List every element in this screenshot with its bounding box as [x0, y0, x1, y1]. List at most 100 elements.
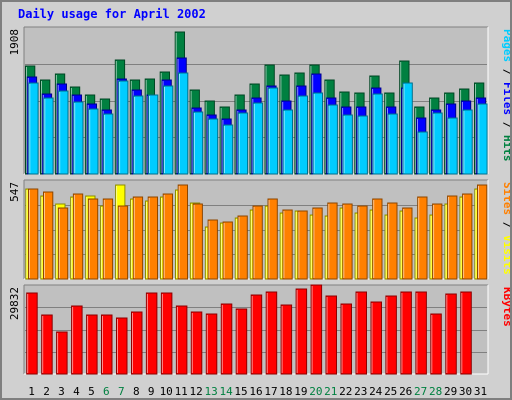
bar-pages-day-29 [447, 117, 458, 175]
bar-pages-day-3 [58, 90, 69, 175]
bar-pages-day-19 [297, 95, 309, 175]
bar-pages-day-1 [28, 82, 39, 175]
bar-sites-day-29 [447, 195, 458, 280]
max-value-label: 547 [8, 182, 21, 202]
series-axis-label: Pages / Files / Hits [501, 29, 510, 162]
day-label-10: 10 [160, 385, 173, 398]
day-label-6: 6 [103, 385, 110, 398]
day-label-27: 27 [414, 385, 427, 398]
axis-label-part: / [501, 115, 510, 135]
bar-kbytes-day-7 [116, 317, 128, 375]
bar-sites-day-12 [192, 203, 203, 280]
bar-pages-day-9 [148, 94, 159, 175]
day-label-11: 11 [175, 385, 188, 398]
axis-label-part: / [501, 62, 510, 82]
bar-pages-day-31 [477, 103, 488, 175]
bar-sites-day-25 [387, 202, 398, 280]
bar-sites-day-13 [207, 219, 218, 280]
panel-hits-files-pages: 1908 Pages / Files / Hits [8, 26, 510, 175]
bar-sites-day-4 [72, 193, 84, 280]
day-label-15: 15 [234, 385, 247, 398]
bar-kbytes-day-26 [400, 291, 412, 375]
bar-sites-day-24 [372, 198, 383, 280]
bar-pages-day-7 [118, 80, 129, 175]
bar-sites-day-7 [117, 205, 129, 280]
bar-sites-day-6 [102, 198, 114, 280]
day-label-24: 24 [369, 385, 383, 398]
bar-kbytes-day-1 [26, 292, 38, 375]
bar-kbytes-day-28 [430, 313, 442, 375]
bar-pages-day-21 [327, 104, 338, 175]
bar-sites-day-11 [177, 184, 188, 280]
axis-label-part: Hits [501, 135, 510, 162]
bar-kbytes-day-19 [295, 288, 308, 375]
bar-pages-day-13 [207, 118, 219, 175]
bar-sites-day-31 [477, 184, 488, 280]
day-label-9: 9 [148, 385, 155, 398]
bar-pages-day-10 [163, 85, 174, 175]
axis-label-part: / [501, 215, 510, 235]
bar-sites-day-28 [432, 203, 443, 280]
bar-pages-day-4 [73, 101, 84, 175]
bar-pages-day-27 [417, 131, 428, 175]
bar-pages-day-5 [88, 108, 99, 175]
day-label-3: 3 [58, 385, 65, 398]
bar-pages-day-12 [192, 111, 204, 175]
day-label-13: 13 [204, 385, 217, 398]
chart-title: Daily usage for April 2002 [18, 7, 206, 21]
bar-pages-day-23 [357, 115, 368, 175]
bar-sites-day-2 [43, 191, 54, 280]
day-label-29: 29 [444, 385, 457, 398]
bar-sites-day-20 [312, 207, 323, 280]
bar-sites-day-26 [402, 207, 413, 280]
bar-sites-day-14 [222, 221, 233, 280]
bar-kbytes-day-9 [145, 292, 158, 375]
bar-pages-day-25 [387, 113, 398, 175]
bar-pages-day-24 [372, 93, 383, 175]
bar-pages-day-28 [432, 112, 443, 175]
day-label-28: 28 [429, 385, 442, 398]
bar-kbytes-day-2 [41, 314, 53, 375]
bar-kbytes-day-22 [340, 303, 352, 375]
bar-kbytes-day-16 [250, 294, 263, 375]
bar-kbytes-day-20 [310, 284, 323, 375]
bar-pages-day-16 [252, 102, 264, 175]
bar-pages-day-20 [312, 92, 324, 175]
bar-pages-day-6 [103, 113, 114, 175]
day-label-1: 1 [28, 385, 35, 398]
bar-kbytes-day-14 [220, 303, 233, 375]
day-label-31: 31 [474, 385, 487, 398]
bar-pages-day-30 [462, 109, 473, 175]
axis-label-part: Files [501, 82, 510, 115]
max-value-label: 29832 [8, 287, 21, 320]
bar-pages-day-14 [222, 124, 234, 175]
bar-sites-day-8 [132, 196, 144, 280]
day-label-16: 16 [249, 385, 262, 398]
series-axis-label: KBytes [501, 287, 510, 327]
bar-pages-day-18 [282, 109, 294, 175]
day-label-5: 5 [88, 385, 95, 398]
bar-sites-day-23 [357, 205, 368, 280]
bar-kbytes-day-24 [370, 301, 382, 375]
day-label-21: 21 [324, 385, 337, 398]
bar-kbytes-day-15 [235, 308, 248, 375]
day-label-12: 12 [189, 385, 202, 398]
bar-pages-day-17 [267, 87, 279, 175]
bar-pages-day-11 [178, 72, 189, 175]
bar-pages-day-22 [342, 114, 353, 175]
bar-sites-day-21 [327, 202, 338, 280]
bar-sites-day-22 [342, 203, 353, 280]
bar-sites-day-18 [282, 209, 293, 280]
bar-sites-day-3 [57, 207, 69, 280]
bar-sites-day-15 [237, 215, 248, 280]
day-label-8: 8 [133, 385, 140, 398]
day-label-2: 2 [43, 385, 50, 398]
bar-kbytes-day-8 [131, 311, 143, 375]
day-label-7: 7 [118, 385, 125, 398]
day-label-30: 30 [459, 385, 472, 398]
bar-pages-day-26 [402, 82, 413, 175]
day-label-25: 25 [384, 385, 397, 398]
series-axis-label: Sites / Visits [501, 182, 510, 275]
